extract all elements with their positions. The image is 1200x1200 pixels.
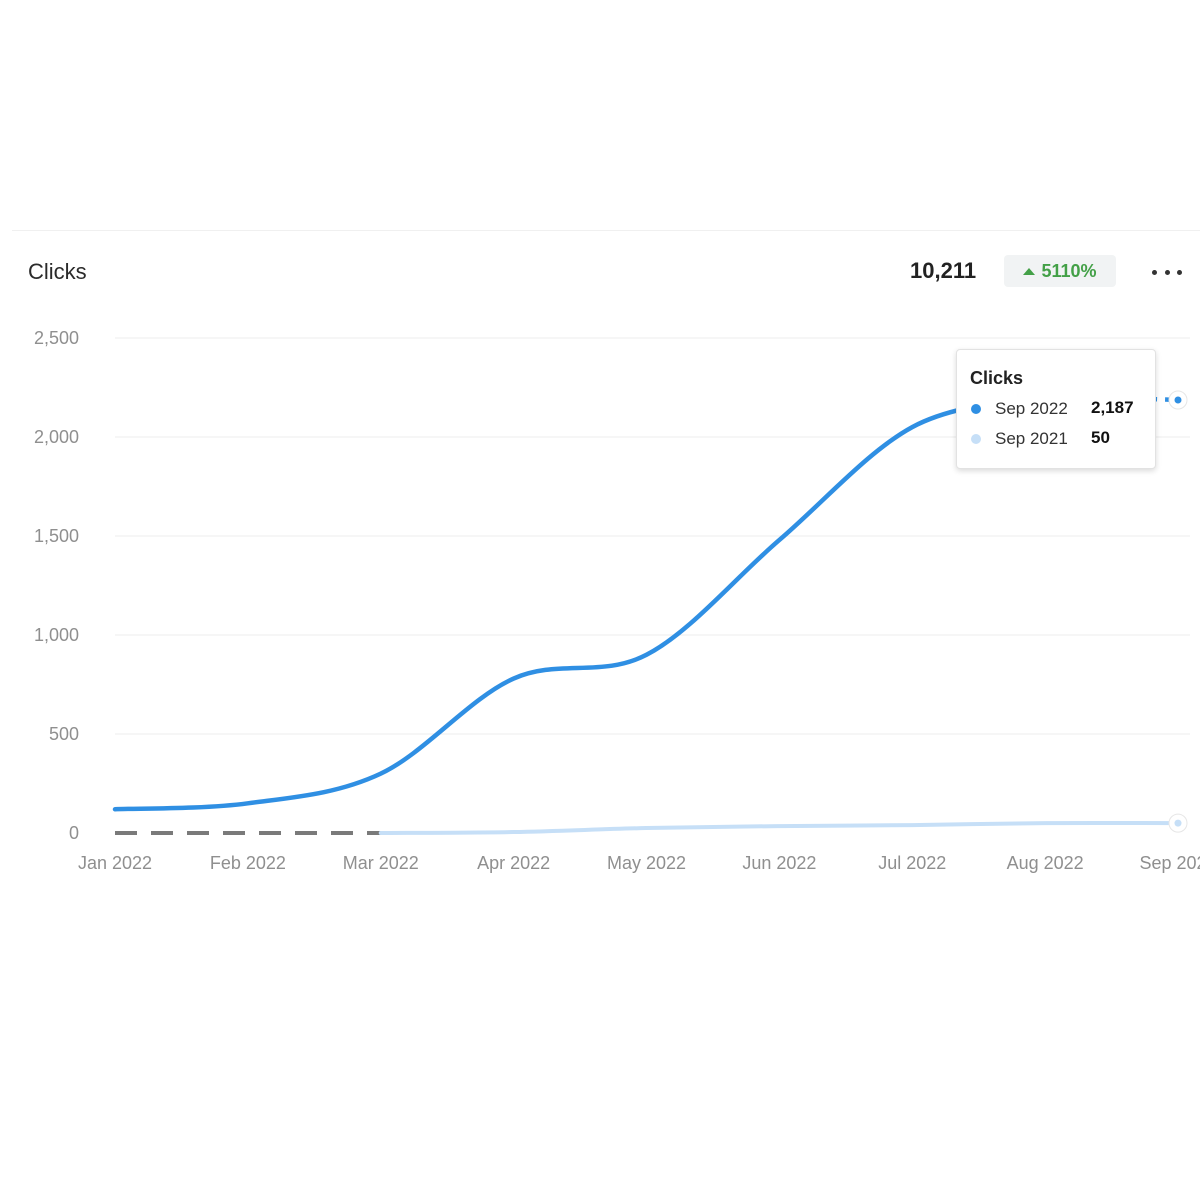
x-tick-label: Mar 2022 xyxy=(343,853,419,873)
y-tick-label: 1,000 xyxy=(34,625,79,645)
more-options-button[interactable] xyxy=(1152,261,1182,283)
clicks-chart: 0 500 1,000 1,500 2,000 2,500 Jan 2022 Feb 202… xyxy=(34,328,1200,873)
series-current-dot xyxy=(971,404,981,414)
y-tick-label: 1,500 xyxy=(34,526,79,546)
tooltip-label-previous: Sep 2021 xyxy=(995,429,1068,448)
x-tick-label: Sep 2022 xyxy=(1139,853,1200,873)
x-tick-label: Jun 2022 xyxy=(742,853,816,873)
tooltip-title: Clicks xyxy=(970,368,1024,388)
series-previous-line xyxy=(378,820,1180,835)
card-title: Clicks xyxy=(28,259,87,284)
arrow-up-icon xyxy=(1023,267,1036,275)
hover-point-current-dot xyxy=(1174,396,1182,404)
tooltip-value-current: 2,187 xyxy=(1091,398,1134,417)
x-tick-label: Jul 2022 xyxy=(878,853,946,873)
x-tick-label: Apr 2022 xyxy=(477,853,550,873)
tooltip-label-current: Sep 2022 xyxy=(995,399,1068,418)
total-clicks: 10,211 xyxy=(910,258,977,283)
more-horizontal-icon xyxy=(1152,269,1157,275)
chart-tooltip: Clicks Sep 2022 2,187 Sep 2021 50 xyxy=(956,349,1156,469)
series-previous-dot xyxy=(971,434,981,444)
series-current-line xyxy=(112,393,1048,812)
x-tick-label: Feb 2022 xyxy=(210,853,286,873)
hover-point-previous-dot xyxy=(1174,819,1182,827)
y-tick-label: 500 xyxy=(49,724,79,744)
y-tick-label: 2,500 xyxy=(34,328,79,348)
tooltip-row-previous: Sep 2021 xyxy=(971,428,1068,450)
y-tick-label: 0 xyxy=(69,823,79,843)
tooltip-value-previous: 50 xyxy=(1091,428,1110,447)
x-tick-label: Jan 2022 xyxy=(78,853,152,873)
change-value: 5110% xyxy=(1041,260,1097,281)
x-tick-label: May 2022 xyxy=(607,853,686,873)
clicks-card: 0 500 1,000 1,500 2,000 2,500 Jan 2022 Feb 202… xyxy=(12,230,1200,891)
x-tick-label: Aug 2022 xyxy=(1007,853,1084,873)
change-badge: 5110% xyxy=(1004,255,1116,287)
tooltip-row-current: Sep 2022 xyxy=(971,398,1068,420)
y-tick-label: 2,000 xyxy=(34,427,79,447)
